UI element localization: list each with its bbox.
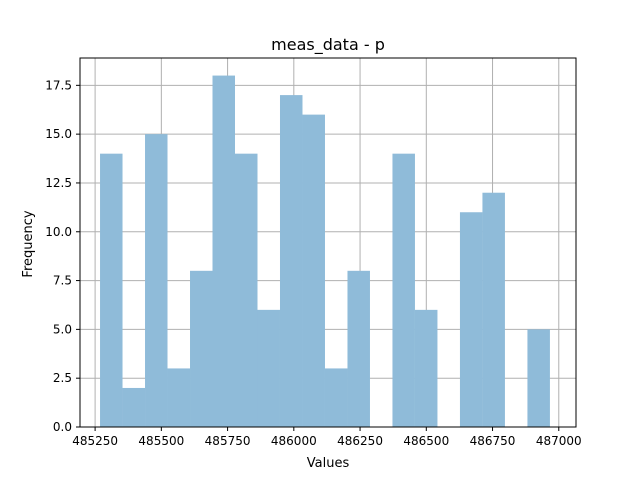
histogram-bar [392,153,415,427]
y-axis-ticks: 0.0 2.5 5.0 7.5 10.0 12.5 15.0 17.5 [45,78,80,434]
histogram-bar [302,114,325,427]
y-tick-label: 0.0 [53,420,72,434]
chart-title: meas_data - p [271,35,385,55]
x-tick-label: 486500 [403,434,449,448]
x-tick-label: 485250 [72,434,118,448]
histogram-bar [459,212,483,427]
y-tick-label: 15.0 [45,127,72,141]
histogram-bar [235,153,258,427]
histogram-bar [414,309,438,427]
y-tick-label: 7.5 [53,274,72,288]
plot-frame [79,57,577,428]
histogram-bar [347,270,370,427]
histogram-bar [212,75,235,428]
histogram-bar [527,329,550,427]
histogram-bar [145,134,168,427]
x-axis-label: Values [307,456,350,471]
x-tick-label: 486250 [337,434,383,448]
x-tick-label: 487000 [536,434,582,448]
y-tick-label: 2.5 [53,371,72,385]
histogram-bar [100,153,123,427]
y-tick-label: 10.0 [45,225,72,239]
y-tick-label: 17.5 [45,78,72,92]
y-tick-label: 5.0 [53,322,72,336]
y-axis-label: Frequency [21,210,36,277]
axes [79,57,577,428]
histogram-bar [279,95,303,427]
histogram-bar [324,368,348,427]
histogram-bar [257,309,280,427]
histogram-bar [190,270,213,427]
x-tick-label: 485750 [205,434,251,448]
x-tick-label: 486750 [470,434,516,448]
histogram-bar [482,192,505,427]
histogram-bar [122,387,146,427]
y-tick-label: 12.5 [45,176,72,190]
x-axis-ticks: 485250 485500 485750 486000 486250 486500 4867… [72,427,582,448]
x-tick-label: 486000 [271,434,317,448]
histogram-bar [167,368,191,427]
x-tick-label: 485500 [138,434,184,448]
histogram-bars [100,75,550,428]
